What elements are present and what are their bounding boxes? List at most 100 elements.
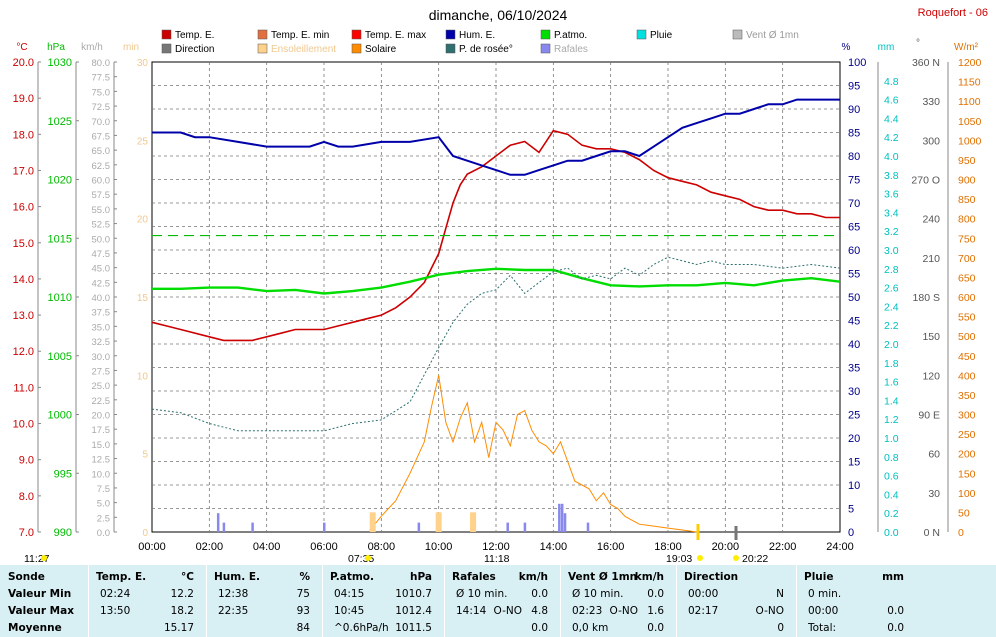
solar-axis-unit: W/m²: [954, 42, 979, 53]
solar-tick-label: 850: [958, 194, 976, 206]
summary-header: Vent Ø 1mn: [568, 571, 638, 583]
wind-tick-label: 7.5: [97, 484, 110, 495]
summary-value: O-NO: [755, 605, 784, 617]
sunshine-bar: [369, 512, 376, 532]
legend-swatch: [351, 29, 362, 40]
temp-tick-label: 20.0: [13, 57, 34, 69]
summary-value: 0.0: [531, 622, 548, 634]
solar-tick-label: 650: [958, 272, 976, 284]
wind-tick-label: 80.0: [92, 58, 111, 69]
summary-time: 02:24: [100, 588, 131, 600]
series-layer: [151, 98, 841, 533]
summary-header: Direction: [684, 571, 739, 583]
humidity-tick-label: 60: [848, 245, 860, 257]
humidity-tick-label: 95: [848, 81, 860, 93]
humidity-tick-label: 50: [848, 292, 860, 304]
rain-tick-label: 4.2: [884, 132, 899, 144]
gust-bar: [251, 522, 254, 532]
wind-tick-label: 70.0: [92, 117, 111, 128]
legend-label: Direction: [175, 44, 214, 55]
wind-tick-label: 52.5: [92, 220, 111, 231]
x-tick-label: 12:00: [482, 541, 510, 553]
rain-tick-label: 0.0: [884, 527, 899, 539]
direction-tick-label: 360 N: [912, 57, 940, 69]
rain-tick-label: 1.0: [884, 433, 899, 445]
temp-tick-label: 14.0: [13, 274, 34, 286]
legend-swatch: [257, 29, 268, 40]
direction-tick-label: 30: [928, 488, 940, 500]
solar-tick-label: 1100: [958, 96, 981, 108]
wind-tick-label: 35.0: [92, 322, 111, 333]
summary-separator: [322, 565, 323, 637]
summary-value: 93: [296, 605, 310, 617]
wind-tick-label: 30.0: [92, 352, 111, 363]
sun-minutes-tick-label: 10: [137, 371, 149, 382]
humidity-tick-label: 90: [848, 104, 860, 116]
humidity-tick-label: 10: [848, 480, 860, 492]
pressure-tick-label: 1030: [48, 57, 72, 69]
sunrise-icon: [41, 555, 47, 561]
wind-tick-label: 50.0: [92, 234, 111, 245]
legend-label: Temp. E. min: [271, 30, 329, 41]
summary-time: 10:45: [334, 605, 365, 617]
summary-separator: [444, 565, 445, 637]
summary-time: 02:17: [688, 605, 719, 617]
wind-tick-label: 10.0: [92, 469, 111, 480]
gust-bar: [563, 513, 567, 532]
sun-minutes-tick-label: 30: [137, 58, 149, 69]
rain-tick-label: 2.2: [884, 320, 899, 332]
sun-marker-label: 11:18: [484, 553, 510, 565]
temp-tick-label: 10.0: [13, 419, 34, 431]
summary-time: 04:15: [334, 588, 365, 600]
direction-tick-label: 330: [922, 96, 940, 108]
summary-value: 84: [296, 622, 310, 634]
summary-header: P.atmo.: [330, 571, 375, 583]
direction-tick-label: 120: [922, 370, 940, 382]
summary-column: Temp. E. °C 02:24 12.2 13:50 18.2 15.17: [88, 565, 206, 637]
legend-label: Temp. E. max: [365, 30, 426, 41]
humidity-tick-label: 45: [848, 316, 860, 328]
summary-row-label: Valeur Min: [8, 588, 72, 600]
x-tick-label: 04:00: [253, 541, 281, 553]
summary-unit: %: [299, 571, 310, 583]
legend-label: Temp. E.: [175, 30, 214, 41]
summary-value: 1.6: [647, 605, 664, 617]
rain-tick-label: 1.2: [884, 414, 899, 426]
rain-tick-label: 4.4: [884, 113, 899, 125]
rain-tick-label: 2.4: [884, 301, 899, 313]
rain-tick-label: 4.0: [884, 151, 899, 163]
wind-tick-label: 75.0: [92, 87, 111, 98]
humidity-tick-label: 100: [848, 57, 866, 69]
right-axes: % mm ° W/m²10095908580757065605550454035302…: [842, 38, 982, 539]
summary-column: P.atmo. hPa 04:15 1010.7 10:45 1012.4 ^0.6hPa/…: [322, 565, 444, 637]
summary-time: 00:00: [808, 605, 839, 617]
summary-separator: [560, 565, 561, 637]
solar-tick-label: 450: [958, 351, 976, 363]
solar-tick-label: 300: [958, 410, 976, 422]
gust-bar: [523, 522, 527, 532]
solar-tick-label: 900: [958, 175, 976, 187]
summary-value: 4.8: [531, 605, 548, 617]
series-line-p-atmo: [152, 267, 841, 295]
pressure-tick-label: 1025: [48, 116, 72, 128]
temp-tick-label: 19.0: [13, 93, 34, 105]
weather-chart: dimanche, 06/10/2024 Roquefort - 06 Temp…: [13, 7, 988, 565]
summary-value: 0.0: [647, 588, 664, 600]
humidity-tick-label: 5: [848, 504, 854, 516]
gust-bar: [586, 522, 590, 532]
summary-time: 0,0 km: [572, 622, 609, 634]
direction-tick-label: 300: [922, 135, 940, 147]
solar-tick-label: 100: [958, 488, 976, 500]
direction-tick-label: 60: [928, 449, 940, 461]
series-line-p-de-ros-e: [151, 256, 841, 432]
sun-marker-label: 20:22: [742, 553, 768, 565]
legend-swatch: [161, 29, 172, 40]
summary-column: Pluie mm 0 min. 00:00 0.0 Total: 0.0: [796, 565, 916, 637]
summary-time: 13:50: [100, 605, 131, 617]
rain-tick-label: 0.8: [884, 452, 899, 464]
rain-tick-label: 1.6: [884, 377, 899, 389]
summary-row-label: Moyenne: [8, 622, 62, 634]
wind-tick-label: 15.0: [92, 440, 111, 451]
summary-header: Hum. E.: [214, 571, 261, 583]
solar-tick-label: 250: [958, 429, 976, 441]
